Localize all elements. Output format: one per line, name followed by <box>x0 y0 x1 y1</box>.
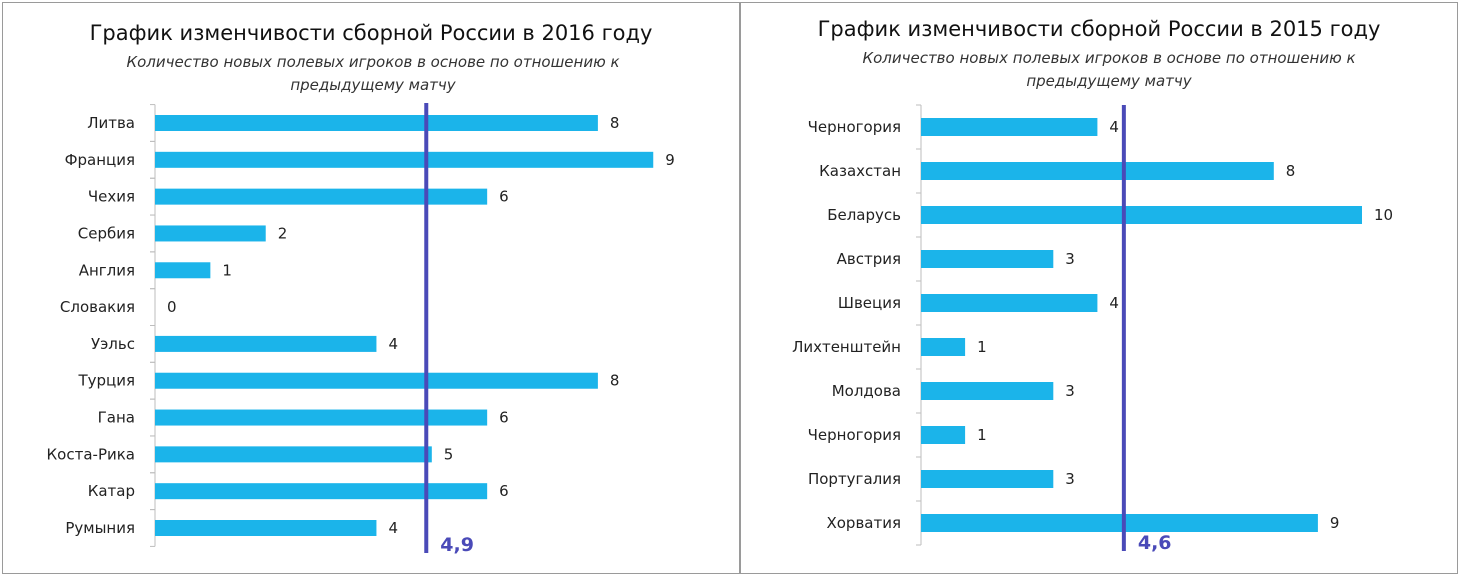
data-label: 8 <box>610 372 620 390</box>
data-label: 9 <box>665 151 675 169</box>
bar <box>155 262 211 279</box>
category-label: Швеция <box>838 294 901 312</box>
category-label: Австрия <box>837 250 901 268</box>
bar <box>155 409 488 426</box>
category-label: Турция <box>77 372 135 390</box>
data-label: 4 <box>388 335 398 353</box>
category-label: Беларусь <box>827 206 901 224</box>
data-label: 2 <box>278 224 288 242</box>
data-label: 1 <box>977 338 987 356</box>
category-label: Англия <box>79 261 135 279</box>
bar <box>921 470 1054 488</box>
bar <box>155 115 598 131</box>
category-label: Хорватия <box>826 514 901 532</box>
data-label: 6 <box>499 482 509 500</box>
data-label: 6 <box>499 409 509 427</box>
data-label: 3 <box>1065 382 1075 400</box>
chart-panel-2015: График изменчивости сборной России в 201… <box>740 2 1458 574</box>
data-label: 8 <box>1286 162 1296 180</box>
bar <box>155 151 654 168</box>
category-label: Сербия <box>78 224 135 242</box>
category-label: Казахстан <box>819 162 901 180</box>
data-label: 4 <box>388 519 398 537</box>
data-label: 1 <box>222 261 232 279</box>
bar <box>155 372 598 389</box>
category-label: Румыния <box>65 519 135 537</box>
category-label: Португалия <box>808 470 901 488</box>
category-label: Коста-Рика <box>47 445 135 463</box>
bar <box>921 382 1054 400</box>
data-label: 0 <box>167 298 177 316</box>
bar <box>155 335 377 352</box>
chart-title: График изменчивости сборной России в 201… <box>817 17 1381 41</box>
data-label: 8 <box>610 114 620 132</box>
bar <box>155 225 266 242</box>
category-label: Франция <box>65 151 135 169</box>
category-label: Катар <box>88 482 135 500</box>
bar <box>921 250 1054 268</box>
bar <box>155 446 432 463</box>
average-label: 4,6 <box>1138 532 1172 554</box>
bar <box>921 338 966 356</box>
bar <box>921 294 1098 312</box>
data-label: 5 <box>444 445 454 463</box>
bar <box>155 483 488 500</box>
data-label: 6 <box>499 188 509 206</box>
bar-chart-2015: Черногория 4 Казахстан 8 Беларусь 10 Австрия 3 Ш… <box>792 104 1393 554</box>
data-label: 4 <box>1109 118 1119 136</box>
average-label: 4,9 <box>440 534 474 556</box>
bar <box>921 118 1098 136</box>
data-label: 3 <box>1065 470 1075 488</box>
chart-subtitle: Количество новых полевых игроков в основ… <box>126 53 620 94</box>
category-label: Черногория <box>808 426 901 444</box>
category-label: Словакия <box>60 298 135 316</box>
data-label: 4 <box>1109 294 1119 312</box>
data-label: 9 <box>1330 514 1340 532</box>
chart-subtitle: Количество новых полевых игроков в основ… <box>862 49 1356 90</box>
bar <box>921 162 1274 180</box>
category-label: Литва <box>87 114 135 132</box>
category-label: Уэльс <box>91 335 135 353</box>
bar-chart-2016: Литва 8 Франция 9 Чехия 6 Сербия 2 Англия 1 Словак… <box>47 103 675 556</box>
bar <box>921 206 1362 224</box>
bar <box>155 520 377 536</box>
bar <box>155 188 488 205</box>
data-label: 1 <box>977 426 987 444</box>
bar <box>921 426 966 444</box>
bar <box>921 514 1318 532</box>
data-label: 10 <box>1374 206 1393 224</box>
category-label: Молдова <box>832 382 901 400</box>
category-label: Гана <box>98 409 135 427</box>
category-label: Лихтенштейн <box>792 338 901 356</box>
category-label: Чехия <box>88 188 135 206</box>
data-label: 3 <box>1065 250 1075 268</box>
chart-panel-2016: График изменчивости сборной России в 201… <box>2 2 740 574</box>
category-label: Черногория <box>808 118 901 136</box>
chart-title: График изменчивости сборной России в 201… <box>89 21 653 45</box>
